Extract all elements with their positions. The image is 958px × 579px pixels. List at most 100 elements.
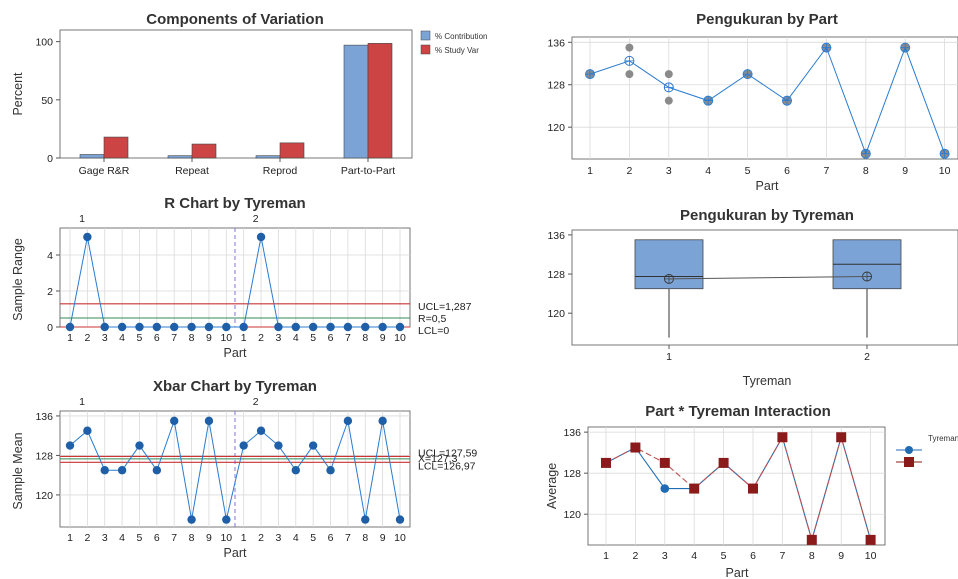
data-point bbox=[100, 466, 109, 475]
plot-frame bbox=[59, 29, 413, 159]
x-tick-label: 1 bbox=[241, 332, 247, 344]
x-tick-label: 3 bbox=[275, 332, 281, 344]
y-tick-label: 128 bbox=[35, 450, 53, 462]
x-tick-label: 9 bbox=[206, 532, 212, 544]
mean-marker-cross bbox=[743, 69, 753, 79]
x-tick-label: Part-to-Part bbox=[341, 165, 395, 177]
group-label: 2 bbox=[253, 396, 259, 408]
y-tick-label: 128 bbox=[547, 80, 565, 92]
bar-study-var bbox=[191, 143, 217, 159]
legend-label: % Contribution bbox=[435, 32, 487, 41]
limit-label: UCL=1,287 bbox=[418, 301, 472, 313]
data-point bbox=[239, 441, 248, 450]
y-tick-label: 136 bbox=[547, 230, 565, 242]
group-label: 1 bbox=[79, 213, 85, 225]
x-tick-label: Gage R&R bbox=[79, 165, 130, 177]
y-axis-label: Sample Range bbox=[11, 238, 25, 321]
observation-point bbox=[625, 43, 634, 52]
x-tick-label: 2 bbox=[84, 532, 90, 544]
chart-title: Pengukuran by Part bbox=[696, 11, 838, 28]
x-tick-label: 7 bbox=[345, 532, 351, 544]
x-tick-label: 2 bbox=[258, 332, 264, 344]
limit-label: UCL=127,59 bbox=[418, 447, 477, 459]
x-tick-label: Reprod bbox=[263, 165, 298, 177]
x-tick-label: 9 bbox=[380, 332, 386, 344]
data-point bbox=[65, 322, 75, 332]
plot-frame bbox=[571, 36, 958, 160]
data-point bbox=[187, 515, 196, 524]
x-axis-label: Part bbox=[756, 179, 779, 193]
x-tick-label: 8 bbox=[362, 332, 368, 344]
x-tick-label: 7 bbox=[345, 332, 351, 344]
series-2-point bbox=[748, 483, 758, 494]
data-point bbox=[65, 441, 75, 450]
data-point bbox=[135, 441, 144, 450]
data-point bbox=[187, 322, 196, 332]
x-tick-label: 9 bbox=[206, 332, 212, 344]
x-tick-label: 4 bbox=[119, 332, 125, 344]
data-point bbox=[83, 426, 92, 435]
x-tick-label: 3 bbox=[102, 332, 108, 344]
limit-label: LCL=0 bbox=[418, 325, 449, 337]
plot-frame bbox=[571, 229, 958, 346]
mean-line bbox=[589, 46, 946, 156]
x-tick-label: 1 bbox=[666, 351, 672, 363]
x-axis-label: Part bbox=[726, 566, 749, 579]
series-line-2 bbox=[605, 435, 872, 542]
x-axis-label: Part bbox=[224, 546, 247, 560]
mean-marker-cross bbox=[861, 149, 871, 159]
x-tick-label: 1 bbox=[587, 165, 593, 177]
observation-point bbox=[625, 70, 634, 79]
x-tick-label: 10 bbox=[865, 550, 877, 562]
mean-marker-cross bbox=[624, 56, 634, 66]
data-point bbox=[326, 322, 335, 332]
x-tick-label: 10 bbox=[394, 332, 406, 344]
data-point bbox=[343, 416, 353, 426]
data-point bbox=[204, 416, 214, 426]
x-tick-label: 10 bbox=[220, 332, 232, 344]
observation-point bbox=[664, 70, 673, 79]
y-tick-label: 2 bbox=[47, 286, 53, 298]
y-tick-label: 100 bbox=[35, 37, 53, 49]
data-point bbox=[222, 322, 231, 332]
data-point bbox=[256, 426, 266, 435]
limit-label: LCL=126,97 bbox=[418, 460, 476, 472]
x-tick-label: 10 bbox=[939, 165, 951, 177]
data-point bbox=[204, 322, 214, 332]
data-point bbox=[361, 515, 370, 524]
x-tick-label: 3 bbox=[666, 165, 672, 177]
x-tick-label: 5 bbox=[721, 550, 727, 562]
limit-label: X=127,3 bbox=[418, 453, 458, 465]
y-tick-label: 120 bbox=[35, 490, 53, 502]
x-tick-label: 1 bbox=[67, 532, 73, 544]
x-tick-label: 7 bbox=[779, 550, 785, 562]
x-tick-label: 8 bbox=[362, 532, 368, 544]
y-tick-label: 128 bbox=[563, 468, 581, 480]
mean-marker-cross bbox=[585, 69, 595, 79]
series-line-1 bbox=[605, 435, 872, 542]
y-tick-label: 128 bbox=[547, 269, 565, 281]
x-tick-label: 2 bbox=[84, 332, 90, 344]
mean-marker-cross bbox=[782, 96, 792, 106]
x-tick-label: 2 bbox=[626, 165, 632, 177]
x-tick-label: 6 bbox=[154, 532, 160, 544]
data-point bbox=[117, 322, 127, 332]
data-point bbox=[395, 515, 405, 524]
x-tick-label: 8 bbox=[809, 550, 815, 562]
series-line bbox=[69, 418, 401, 520]
plot-frame bbox=[587, 426, 886, 546]
mean-connect-line bbox=[668, 275, 868, 280]
x-tick-label: 4 bbox=[705, 165, 711, 177]
x-tick-label: 10 bbox=[394, 532, 406, 544]
chart-title: R Chart by Tyreman bbox=[164, 195, 305, 212]
chart-title: Xbar Chart by Tyreman bbox=[153, 378, 317, 395]
limit-label: R=0,5 bbox=[418, 313, 446, 325]
bar-contribution bbox=[167, 155, 193, 159]
x-tick-label: 4 bbox=[293, 532, 299, 544]
x-tick-label: 5 bbox=[137, 532, 143, 544]
x-tick-label: 1 bbox=[603, 550, 609, 562]
series-2-point bbox=[659, 457, 670, 468]
data-point bbox=[152, 322, 162, 332]
bar-contribution bbox=[79, 154, 105, 159]
mean-marker-cross bbox=[821, 43, 831, 53]
